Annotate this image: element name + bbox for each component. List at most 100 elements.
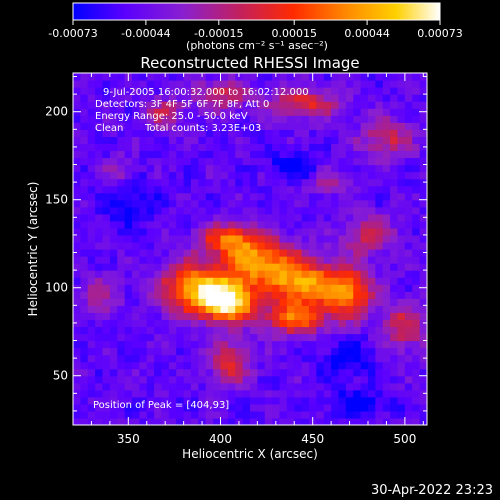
heatmap-cell — [220, 241, 229, 250]
heatmap-cell — [176, 298, 185, 306]
heatmap-cell — [117, 94, 126, 102]
heatmap-cell — [73, 122, 81, 130]
heatmap-cell — [382, 227, 391, 236]
heatmap-cell — [146, 143, 155, 152]
heatmap-cell — [286, 326, 295, 335]
heatmap-cell — [323, 94, 332, 102]
heatmap-cell — [286, 94, 295, 102]
heatmap-cell — [132, 227, 140, 236]
heatmap-cell — [80, 150, 89, 159]
heatmap-cell — [257, 382, 266, 391]
heatmap-cell — [117, 227, 126, 236]
heatmap-cell — [117, 417, 126, 425]
heatmap-cell — [338, 136, 347, 144]
heatmap-cell — [73, 277, 81, 285]
heatmap-cell — [368, 291, 376, 299]
heatmap-cell — [176, 199, 185, 208]
heatmap-cell — [257, 185, 266, 194]
heatmap-cell — [360, 333, 369, 342]
heatmap-cell — [95, 185, 104, 194]
heatmap-cell — [294, 87, 303, 95]
heatmap-cell — [102, 234, 111, 243]
heatmap-cell — [139, 284, 148, 292]
heatmap-cell — [294, 73, 303, 81]
heatmap-cell — [309, 80, 317, 88]
heatmap-cell — [353, 164, 362, 173]
heatmap-cell — [353, 298, 362, 306]
heatmap-cell — [124, 178, 133, 187]
heatmap-cell — [279, 312, 288, 320]
heatmap-cell — [183, 94, 192, 102]
heatmap-cell — [316, 277, 325, 285]
heatmap-cell — [316, 94, 325, 102]
heatmap-cell — [109, 361, 118, 370]
heatmap-cell — [382, 410, 391, 419]
heatmap-cell — [264, 277, 273, 285]
heatmap-cell — [213, 87, 222, 95]
heatmap-cell — [235, 340, 244, 349]
annotation-time: 9-Jul-2005 16:00:32.000 to 16:02:12.000 — [103, 87, 309, 98]
heatmap-cell — [345, 122, 354, 130]
heatmap-cell — [242, 263, 251, 271]
heatmap-cell — [198, 227, 207, 236]
heatmap-cell — [286, 312, 295, 320]
heatmap-cell — [279, 73, 288, 81]
heatmap-cell — [309, 361, 317, 370]
heatmap-cell — [250, 94, 258, 102]
heatmap-cell — [286, 396, 295, 405]
heatmap-cell — [323, 333, 332, 342]
heatmap-cell — [345, 263, 354, 271]
heatmap-cell — [368, 382, 376, 391]
heatmap-cell — [109, 284, 118, 292]
heatmap-cell — [404, 417, 413, 425]
heatmap-cell — [286, 87, 295, 95]
heatmap-cell — [264, 80, 273, 88]
heatmap-cell — [205, 101, 214, 109]
heatmap-cell — [382, 298, 391, 306]
heatmap-cell — [345, 136, 354, 144]
heatmap-cell — [338, 199, 347, 208]
heatmap-cell — [139, 333, 148, 342]
heatmap-cell — [390, 136, 399, 144]
heatmap-cell — [132, 368, 140, 377]
heatmap-cell — [242, 220, 251, 229]
heatmap-cell — [154, 227, 163, 236]
heatmap-cell — [286, 136, 295, 144]
heatmap-cell — [419, 396, 427, 405]
heatmap-cell — [375, 382, 384, 391]
heatmap-cell — [286, 171, 295, 180]
heatmap-cell — [375, 340, 384, 349]
heatmap-cell — [382, 284, 391, 292]
heatmap-cell — [375, 227, 384, 236]
heatmap-cell — [198, 157, 207, 166]
heatmap-cell — [102, 199, 111, 208]
heatmap-cell — [286, 185, 295, 194]
heatmap-cell — [264, 220, 273, 229]
heatmap-cell — [331, 185, 340, 194]
heatmap-cell — [213, 136, 222, 144]
heatmap-cell — [345, 199, 354, 208]
heatmap-cell — [176, 73, 185, 81]
heatmap-cell — [154, 305, 163, 313]
heatmap-cell — [146, 241, 155, 250]
heatmap-cell — [220, 150, 229, 159]
heatmap-cell — [316, 108, 325, 116]
heatmap-cell — [360, 389, 369, 398]
heatmap-cell — [412, 192, 421, 201]
heatmap-cell — [382, 319, 391, 328]
heatmap-cell — [205, 73, 214, 81]
heatmap-cell — [390, 298, 399, 306]
heatmap-cell — [124, 129, 133, 137]
heatmap-cell — [235, 396, 244, 405]
heatmap-cell — [139, 403, 148, 412]
heatmap-cell — [419, 94, 427, 102]
heatmap-cell — [301, 80, 310, 88]
heatmap-cell — [323, 417, 332, 425]
heatmap-cell — [353, 115, 362, 123]
heatmap-cell — [323, 361, 332, 370]
heatmap-cell — [309, 115, 317, 123]
heatmap-cell — [146, 354, 155, 363]
heatmap-cell — [95, 368, 104, 377]
heatmap-cell — [368, 298, 376, 306]
heatmap-cell — [242, 213, 251, 222]
